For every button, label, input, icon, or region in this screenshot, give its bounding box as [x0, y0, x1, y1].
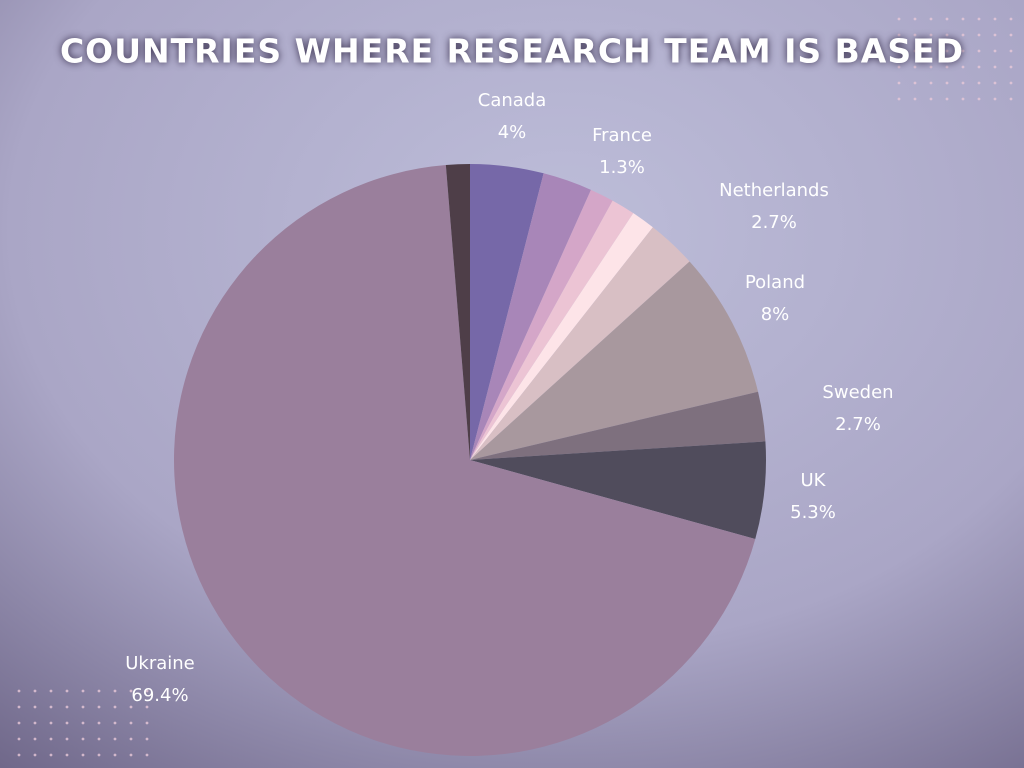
pie-slice [470, 441, 766, 540]
decoration [12, 686, 152, 768]
slice-label: Netherlands [719, 180, 829, 201]
value-label: 69.4% [131, 685, 188, 706]
chart-title: COUNTRIES WHERE RESEARCH TEAM IS BASED [60, 32, 964, 71]
pie-slice [470, 261, 759, 460]
pie-slice [470, 227, 690, 460]
value-label: 2.7% [751, 212, 797, 233]
value-label: 4% [498, 122, 527, 143]
value-label: 8% [761, 304, 790, 325]
pie-slice [173, 164, 756, 757]
slice-label: Canada [478, 90, 547, 111]
pie-slice [470, 200, 634, 460]
value-label: 5.3% [790, 502, 836, 523]
decoration [894, 12, 1024, 104]
pie-slice [470, 173, 591, 460]
slice-label: Poland [745, 272, 805, 293]
slice-label: France [592, 125, 652, 146]
pie-slice [470, 213, 653, 460]
slice-label: Sweden [822, 382, 893, 403]
slice-label: Ukraine [125, 653, 195, 674]
value-label: 2.7% [835, 414, 881, 435]
pie-slice [445, 164, 470, 460]
value-label: 1.3% [599, 157, 645, 178]
pie-slice [470, 189, 613, 460]
pie-slice [470, 164, 544, 460]
slice-label: UK [801, 470, 827, 491]
pie-slice [470, 391, 766, 460]
